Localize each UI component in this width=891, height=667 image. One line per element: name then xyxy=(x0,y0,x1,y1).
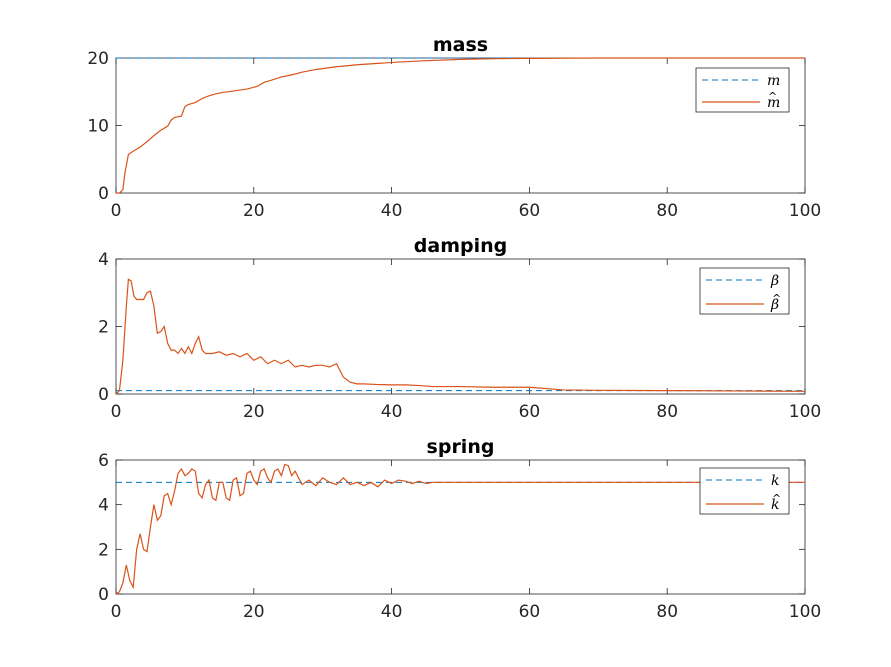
axes-box xyxy=(115,258,806,395)
series-line-estimate xyxy=(116,57,805,194)
x-tick-label: 20 xyxy=(243,201,265,221)
legend-hat-accent: ^ xyxy=(768,90,777,103)
x-tick-label: 20 xyxy=(243,602,265,622)
x-tick-label: 100 xyxy=(789,201,821,221)
y-tick-label: 0 xyxy=(98,184,109,204)
legend-hat-accent: ^ xyxy=(772,492,781,505)
x-tick-label: 80 xyxy=(656,402,678,422)
x-tick-label: 100 xyxy=(789,402,821,422)
y-tick-label: 10 xyxy=(87,117,109,137)
legend-label: k xyxy=(771,473,779,489)
axes-box xyxy=(115,57,806,194)
legend-box xyxy=(699,467,790,515)
panel-title: damping xyxy=(414,235,507,257)
series-line-estimate xyxy=(116,278,805,395)
x-tick-label: 60 xyxy=(519,201,541,221)
series-line-estimate xyxy=(116,463,805,595)
y-tick-label: 2 xyxy=(98,540,109,560)
x-tick-label: 20 xyxy=(243,402,265,422)
x-tick-label: 0 xyxy=(111,602,122,622)
legend: ββ^ xyxy=(699,267,790,315)
legend-label: k xyxy=(771,497,779,513)
y-tick-label: 4 xyxy=(98,496,109,516)
legend: mm^ xyxy=(695,67,790,113)
legend-box xyxy=(699,267,790,315)
x-tick-label: 60 xyxy=(519,402,541,422)
panel-title: spring xyxy=(427,436,495,458)
x-tick-label: 60 xyxy=(519,602,541,622)
x-tick-label: 0 xyxy=(111,201,122,221)
y-tick-label: 6 xyxy=(98,451,109,471)
x-tick-label: 80 xyxy=(656,602,678,622)
legend-label: β xyxy=(770,273,779,289)
x-tick-label: 40 xyxy=(381,402,403,422)
legend: kk^ xyxy=(699,467,790,515)
x-tick-label: 40 xyxy=(381,602,403,622)
legend-label: β xyxy=(770,297,779,313)
legend-label: m xyxy=(767,95,780,111)
y-tick-label: 2 xyxy=(98,318,109,338)
x-tick-label: 40 xyxy=(381,201,403,221)
y-tick-label: 4 xyxy=(98,250,109,270)
legend-hat-accent: ^ xyxy=(772,292,781,305)
y-tick-label: 0 xyxy=(98,385,109,405)
legend-label: m xyxy=(767,73,780,89)
y-tick-label: 20 xyxy=(87,49,109,69)
x-tick-label: 100 xyxy=(789,602,821,622)
y-tick-label: 0 xyxy=(98,585,109,605)
panel-title: mass xyxy=(433,34,488,56)
x-tick-label: 80 xyxy=(656,201,678,221)
panel-0: mass 0 20 40 60 80 100 0 10 20 mm^ xyxy=(87,34,821,221)
x-tick-label: 0 xyxy=(111,402,122,422)
legend-box xyxy=(695,67,790,113)
